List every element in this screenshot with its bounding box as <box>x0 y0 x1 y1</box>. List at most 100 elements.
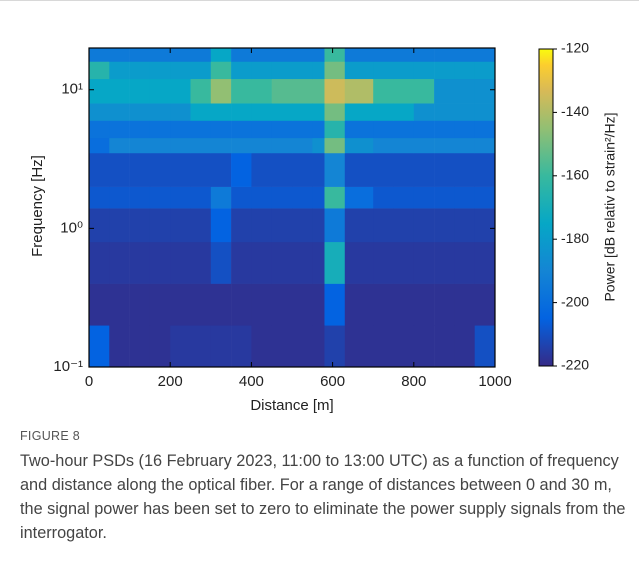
heatmap-cell <box>344 78 374 104</box>
heatmap-cell <box>149 186 171 209</box>
heatmap-cell <box>344 241 374 284</box>
heatmap-cell <box>109 241 130 284</box>
heatmap-cell <box>89 137 110 154</box>
heatmap-cell <box>344 61 374 80</box>
heatmap-cell <box>109 186 130 209</box>
heatmap-cell <box>89 61 110 80</box>
heatmap-cell <box>109 137 130 154</box>
heatmap-cell <box>413 78 435 104</box>
heatmap-cell <box>474 186 496 209</box>
heatmap-cell <box>271 78 293 104</box>
heatmap-cell <box>373 120 394 139</box>
heatmap-cell <box>373 61 394 80</box>
x-tick-label: 0 <box>85 373 93 390</box>
heatmap-cell <box>344 152 374 187</box>
heatmap-cell <box>474 61 496 80</box>
heatmap-cell <box>190 208 212 243</box>
heatmap-cell <box>190 103 212 121</box>
heatmap-cell <box>312 241 325 284</box>
heatmap-cell <box>210 48 232 62</box>
heatmap-cell <box>231 208 252 243</box>
heatmap-cell <box>89 325 110 368</box>
heatmap-cell <box>149 208 171 243</box>
heatmap-cell <box>129 120 151 139</box>
y-tick-label: 10¹ <box>61 81 83 98</box>
heatmap-cell <box>129 137 151 154</box>
heatmap-cell <box>474 103 496 121</box>
heatmap-cell <box>109 325 130 368</box>
heatmap-cell <box>190 241 212 284</box>
heatmap-cell <box>170 120 191 139</box>
heatmap-cell <box>344 48 374 62</box>
heatmap-cell <box>454 48 475 62</box>
heatmap-cell <box>312 137 325 154</box>
heatmap-cell <box>474 241 496 284</box>
heatmap-cell <box>413 208 435 243</box>
heatmap-cell <box>312 186 325 209</box>
heatmap-cell <box>129 186 151 209</box>
heatmap-cell <box>393 48 415 62</box>
heatmap-cell <box>149 61 171 80</box>
heatmap-cell <box>292 103 313 121</box>
heatmap-cell <box>129 208 151 243</box>
heatmap-cell <box>109 283 130 326</box>
heatmap-cell <box>474 325 496 368</box>
heatmap-cell <box>210 78 232 104</box>
heatmap-cell <box>393 103 415 121</box>
heatmap-cell <box>271 152 293 187</box>
heatmap-cell <box>251 152 272 187</box>
heatmap-cell <box>344 325 374 368</box>
heatmap-cell <box>324 241 346 284</box>
heatmap-cell <box>324 152 346 187</box>
heatmap-cell <box>434 78 455 104</box>
x-tick-label: 400 <box>239 373 264 390</box>
x-axis-label: Distance [m] <box>250 397 333 414</box>
heatmap-cell <box>373 241 394 284</box>
heatmap-cell <box>474 78 496 104</box>
heatmap-cell <box>271 103 293 121</box>
heatmap-cell <box>373 186 394 209</box>
heatmap-cell <box>434 241 455 284</box>
heatmap-cell <box>251 325 272 368</box>
heatmap-cell <box>413 241 435 284</box>
heatmap-cell <box>324 78 346 104</box>
heatmap-cell <box>129 152 151 187</box>
heatmap-cell <box>413 325 435 368</box>
heatmap-cell <box>149 137 171 154</box>
heatmap-cell <box>210 152 232 187</box>
heatmap-cell <box>251 78 272 104</box>
heatmap-cell <box>413 137 435 154</box>
heatmap-cell <box>210 61 232 80</box>
heatmap-cell <box>210 283 232 326</box>
heatmap-cell <box>129 78 151 104</box>
heatmap-cell <box>474 48 496 62</box>
heatmap-cell <box>170 152 191 187</box>
heatmap-cell <box>210 241 232 284</box>
heatmap-cell <box>129 48 151 62</box>
heatmap-cell <box>271 208 293 243</box>
heatmap-cell <box>89 120 110 139</box>
heatmap-cell <box>312 48 325 62</box>
heatmap-cell <box>149 78 171 104</box>
heatmap-cell <box>210 137 232 154</box>
heatmap-cell <box>170 48 191 62</box>
heatmap-cell <box>312 78 325 104</box>
heatmap-cell <box>231 241 252 284</box>
heatmap-cell <box>434 48 455 62</box>
heatmap-cell <box>393 78 415 104</box>
heatmap-cell <box>231 61 252 80</box>
heatmap-cell <box>129 325 151 368</box>
y-tick-label: 10⁰ <box>60 219 83 236</box>
heatmap-cell <box>324 103 346 121</box>
heatmap-cell <box>109 103 130 121</box>
heatmap-cell <box>89 241 110 284</box>
heatmap-cell <box>170 208 191 243</box>
heatmap-cell <box>434 152 455 187</box>
heatmap-cell <box>129 103 151 121</box>
colorbar-tick-label: -180 <box>561 230 589 246</box>
heatmap-cell <box>292 78 313 104</box>
heatmap-cell <box>149 120 171 139</box>
heatmap-cell <box>324 325 346 368</box>
heatmap-cell <box>454 325 475 368</box>
